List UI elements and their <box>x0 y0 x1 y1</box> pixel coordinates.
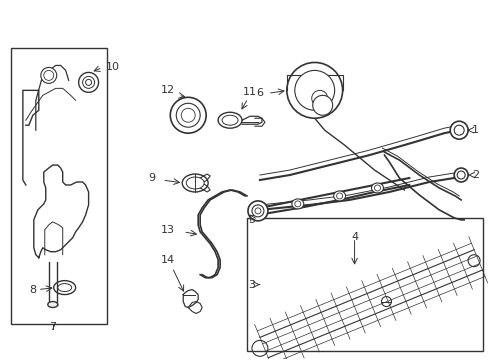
Ellipse shape <box>186 177 203 189</box>
Text: 7: 7 <box>49 323 56 332</box>
Ellipse shape <box>453 168 467 182</box>
Text: 1: 1 <box>471 125 478 135</box>
Text: 10: 10 <box>105 62 119 72</box>
Ellipse shape <box>251 205 264 217</box>
Text: 4: 4 <box>350 232 357 242</box>
Text: 9: 9 <box>148 173 155 183</box>
Ellipse shape <box>48 302 58 307</box>
Text: 5: 5 <box>247 215 254 225</box>
Text: 6: 6 <box>255 88 263 98</box>
Ellipse shape <box>336 193 342 199</box>
Ellipse shape <box>247 201 267 221</box>
Ellipse shape <box>449 121 467 139</box>
Ellipse shape <box>44 71 54 80</box>
Ellipse shape <box>182 174 208 192</box>
Ellipse shape <box>176 103 200 127</box>
Bar <box>246 218 482 351</box>
Ellipse shape <box>286 62 342 118</box>
Text: 8: 8 <box>29 284 36 294</box>
Bar <box>11 48 106 324</box>
Ellipse shape <box>374 185 380 191</box>
Ellipse shape <box>170 97 206 133</box>
Ellipse shape <box>312 95 332 115</box>
Ellipse shape <box>82 76 94 88</box>
Ellipse shape <box>294 201 300 207</box>
Ellipse shape <box>222 115 238 125</box>
Text: 3: 3 <box>247 280 254 289</box>
Ellipse shape <box>371 183 383 193</box>
Ellipse shape <box>311 90 327 106</box>
Text: 11: 11 <box>243 87 257 97</box>
Ellipse shape <box>453 125 463 135</box>
Text: 12: 12 <box>161 85 175 95</box>
Ellipse shape <box>41 67 57 84</box>
Ellipse shape <box>456 171 464 179</box>
Ellipse shape <box>218 112 242 128</box>
Ellipse shape <box>294 71 334 110</box>
Text: 14: 14 <box>161 255 175 265</box>
Text: 13: 13 <box>161 225 175 235</box>
Ellipse shape <box>79 72 99 92</box>
Ellipse shape <box>291 199 303 209</box>
Ellipse shape <box>333 191 345 201</box>
Text: 2: 2 <box>471 170 478 180</box>
